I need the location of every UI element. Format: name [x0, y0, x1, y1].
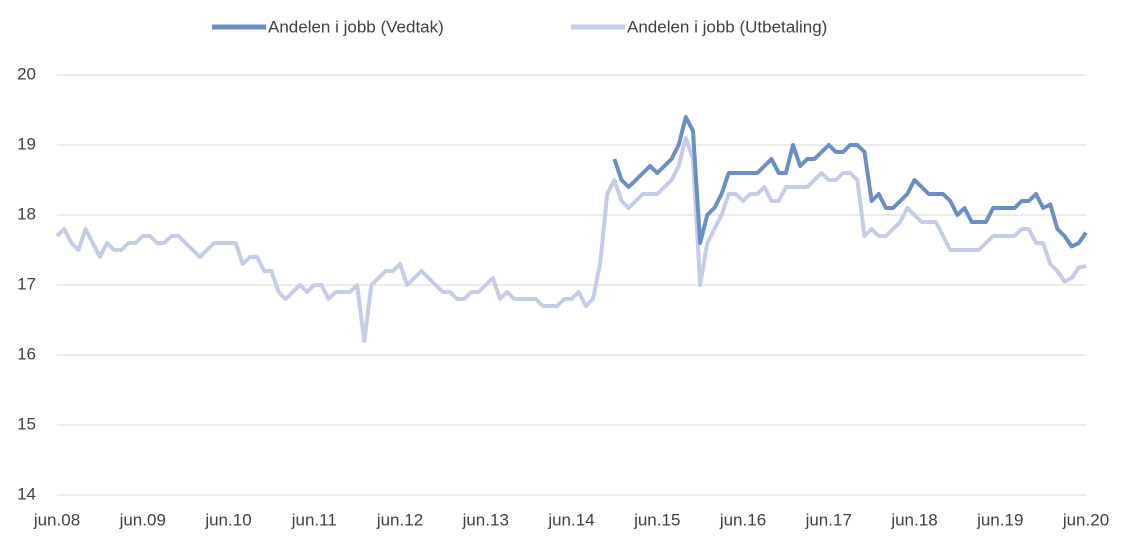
- x-tick-label: jun.20: [1062, 510, 1109, 529]
- y-tick-label: 18: [17, 204, 36, 223]
- x-tick-label: jun.10: [204, 510, 251, 529]
- y-tick-label: 16: [17, 344, 36, 363]
- x-tick-label: jun.19: [976, 510, 1023, 529]
- x-tick-label: jun.12: [376, 510, 423, 529]
- y-tick-label: 15: [17, 414, 36, 433]
- y-tick-label: 17: [17, 274, 36, 293]
- y-tick-label: 19: [17, 134, 36, 153]
- x-tick-label: jun.17: [805, 510, 852, 529]
- legend-label: Andelen i jobb (Utbetaling): [627, 17, 827, 36]
- legend-label: Andelen i jobb (Vedtak): [268, 17, 444, 36]
- y-tick-label: 20: [17, 64, 36, 83]
- x-tick-label: jun.14: [547, 510, 594, 529]
- x-tick-label: jun.08: [33, 510, 80, 529]
- series-line: [612, 115, 1088, 249]
- series-line: [55, 136, 1087, 343]
- x-tick-label: jun.09: [119, 510, 166, 529]
- x-tick-label: jun.13: [462, 510, 509, 529]
- x-tick-label: jun.11: [291, 510, 337, 529]
- x-tick-label: jun.18: [890, 510, 937, 529]
- x-tick-label: jun.16: [719, 510, 766, 529]
- x-tick-label: jun.15: [633, 510, 680, 529]
- y-tick-label: 14: [17, 484, 36, 503]
